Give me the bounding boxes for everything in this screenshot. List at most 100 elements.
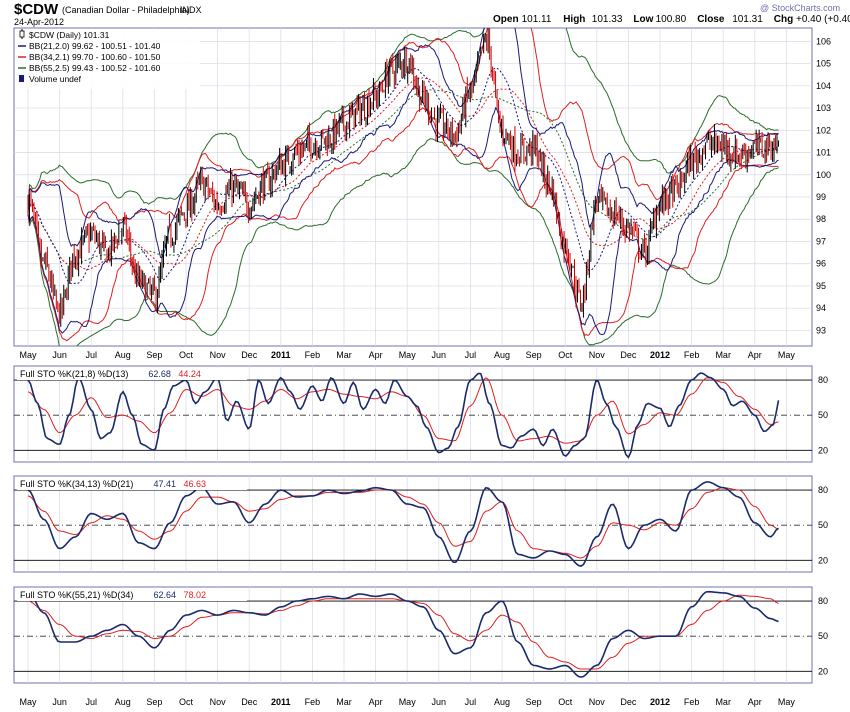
y-tick-label: 100 <box>816 170 831 180</box>
sto-k-value: 47.41 <box>154 479 177 489</box>
x-tick-label: May <box>399 350 417 360</box>
stochastic-panel-2: 20 50 80 Full STO %K(34,13) %D(21) 47.41 46.6… <box>13 475 828 573</box>
x-tick-label: Feb <box>684 697 700 707</box>
legend-bg <box>15 29 200 89</box>
bb-long-upper <box>27 28 779 214</box>
ohlc-label-chg: Chg <box>774 14 793 25</box>
x-tick-label: 2011 <box>271 350 291 360</box>
x-tick-label: Jul <box>465 697 477 707</box>
y-tick-label: 105 <box>816 59 831 69</box>
sto-k-line <box>27 590 779 678</box>
legend-entry: BB(21,2.0) 99.62 - 100.51 - 101.40 <box>29 41 161 51</box>
x-tick-label: Jun <box>432 697 447 707</box>
y-tick-label: 97 <box>816 236 826 246</box>
x-tick-label: Jul <box>85 350 97 360</box>
y-tick-label: 50 <box>818 520 828 530</box>
sto-k-line <box>27 372 780 459</box>
x-tick-label: Jul <box>465 350 477 360</box>
ohlc-label-close: Close <box>697 14 725 25</box>
sto-title: Full STO %K(55,21) %D(34) <box>20 590 133 600</box>
x-tick-label: Nov <box>210 350 227 360</box>
sto-plot-area <box>27 481 779 567</box>
x-tick-label: May <box>399 697 417 707</box>
x-tick-label: Jun <box>432 350 447 360</box>
y-tick-label: 103 <box>816 103 831 113</box>
sto-plot-area <box>27 590 779 678</box>
x-tick-label: Jun <box>52 697 67 707</box>
sto-title-bg <box>17 589 247 601</box>
x-tick-label: Oct <box>179 697 194 707</box>
x-tick-label: Apr <box>748 697 762 707</box>
y-tick-label: 101 <box>816 148 831 158</box>
x-tick-label: Sep <box>146 350 162 360</box>
chart-date: 24-Apr-2012 <box>14 17 64 27</box>
legend-entry: Volume undef <box>29 74 82 84</box>
x-tick-label: Sep <box>526 350 542 360</box>
bb-mid-lower <box>27 107 779 342</box>
y-tick-label: 98 <box>816 214 826 224</box>
x-tick-label: Mar <box>715 697 731 707</box>
bb-long-lower <box>27 138 779 346</box>
x-tick-label: Apr <box>369 697 383 707</box>
sto-d-value: 44.24 <box>178 369 201 379</box>
x-tick-label: Dec <box>241 697 258 707</box>
x-tick-label: Mar <box>715 350 731 360</box>
x-tick-label: Oct <box>558 350 573 360</box>
legend-entry: BB(34,2.1) 99.70 - 100.60 - 101.50 <box>29 52 161 62</box>
sto-title: Full STO %K(34,13) %D(21) <box>20 479 133 489</box>
x-tick-label: 2012 <box>650 350 670 360</box>
x-tick-label: Feb <box>684 350 700 360</box>
ohlc-value-low: 100.80 <box>656 14 687 25</box>
y-tick-label: 50 <box>818 631 828 641</box>
x-tick-label: Jul <box>85 697 97 707</box>
x-tick-label: Nov <box>210 697 227 707</box>
sto-d-value: 46.63 <box>184 479 207 489</box>
x-tick-label: Aug <box>494 350 510 360</box>
ohlc-value-high: 101.33 <box>592 14 623 25</box>
ohlc-label-low: Low <box>633 14 653 25</box>
ohlc-readout: Open 101.11 High 101.33 Low 100.80 Close 101.31… <box>493 14 850 25</box>
x-tick-label: Mar <box>336 350 352 360</box>
x-tick-label: Apr <box>748 350 762 360</box>
y-tick-label: 104 <box>816 81 831 91</box>
x-tick-label: 2012 <box>650 697 670 707</box>
bb-short-middle <box>27 67 779 285</box>
sto-k-value: 62.64 <box>154 590 177 600</box>
price-plot-area <box>27 28 779 346</box>
x-tick-label: Aug <box>494 697 510 707</box>
y-tick-label: 80 <box>818 485 828 495</box>
ohlc-value-open: 101.11 <box>522 14 552 25</box>
chart-name: (Canadian Dollar - Philadelphia) <box>62 5 190 15</box>
x-tick-label: Aug <box>115 350 131 360</box>
watermark: @ StockCharts.com <box>760 3 840 13</box>
x-tick-label: Feb <box>305 697 321 707</box>
y-tick-label: 95 <box>816 281 826 291</box>
sto-k-line <box>27 481 779 567</box>
chart-symbol: $CDW <box>14 1 59 18</box>
y-tick-label: 102 <box>816 125 831 135</box>
sto-k-value: 62.68 <box>148 369 171 379</box>
x-tick-label: May <box>778 697 796 707</box>
legend-entry: BB(55,2.5) 99.43 - 100.52 - 101.60 <box>29 63 161 73</box>
x-tick-label: Dec <box>620 697 637 707</box>
ohlc-value-chg: +0.40 (+0.40%) <box>796 14 850 25</box>
sto-title-bg <box>17 368 247 380</box>
x-tick-label: Mar <box>336 697 352 707</box>
sto-d-value: 78.02 <box>184 590 207 600</box>
legend-swatch <box>19 75 24 82</box>
sto-d-line <box>27 377 779 444</box>
x-tick-label: May <box>19 697 37 707</box>
y-tick-label: 96 <box>816 259 826 269</box>
stochastic-panel-3: 20 50 80 Full STO %K(55,21) %D(34) 62.64 78.0… <box>13 586 828 707</box>
x-tick-label: Aug <box>115 697 131 707</box>
y-tick-label: 80 <box>818 375 828 385</box>
y-tick-label: 20 <box>818 666 828 676</box>
sto-d-line <box>27 487 779 559</box>
ohlc-label-high: High <box>563 14 585 25</box>
sto-plot-area <box>27 372 780 459</box>
x-tick-label: Dec <box>620 350 637 360</box>
legend-entry: $CDW (Daily) 101.31 <box>29 30 110 40</box>
ohlc-label-open: Open <box>493 14 519 25</box>
